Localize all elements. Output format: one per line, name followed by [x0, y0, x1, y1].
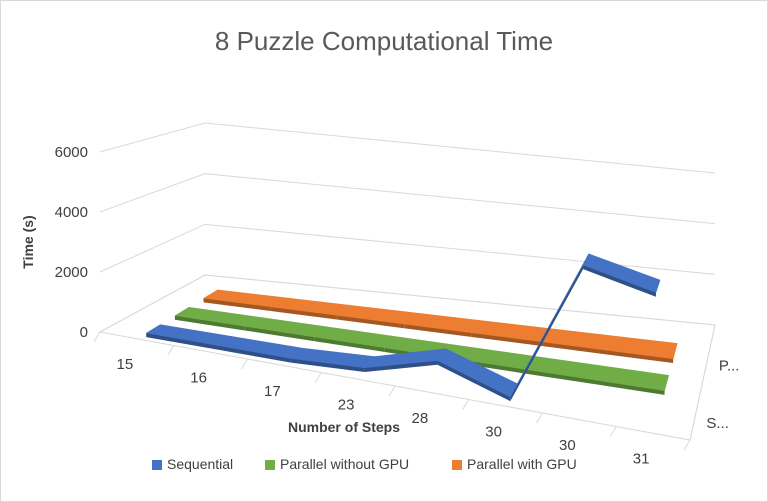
series-segment-edge	[203, 298, 271, 311]
series-sequential	[145, 253, 661, 402]
legend-item: Parallel with GPU	[452, 456, 577, 472]
series-segment-edge	[538, 341, 607, 355]
y-tick-label: 4000	[55, 204, 88, 221]
gridline	[99, 122, 716, 174]
x-tick-mark	[462, 399, 470, 410]
legend: Sequential Parallel without GPU Parallel w…	[152, 456, 577, 472]
series-segment-edge	[219, 345, 292, 363]
x-tick-label: 30	[559, 437, 576, 454]
x-tick-label: 23	[338, 396, 355, 413]
x-tick-mark	[609, 426, 617, 437]
series-segment-edge	[146, 333, 220, 350]
y-tick-label: 0	[80, 324, 88, 341]
x-tick-label: 28	[412, 410, 429, 427]
series-segment-edge	[437, 360, 511, 402]
x-tick-mark	[241, 358, 248, 370]
legend-swatch	[265, 460, 275, 470]
x-tick-label: 31	[633, 450, 650, 467]
x-tick-mark	[93, 331, 101, 343]
y-tick-label: 6000	[55, 144, 88, 161]
depth-tick-label: S...	[706, 415, 729, 432]
series-segment-edge	[510, 265, 584, 402]
y-axis-title: Time (s)	[20, 215, 36, 268]
depth-tick-label: P...	[719, 357, 740, 374]
series-segment	[605, 335, 678, 360]
series-segment-edge	[594, 380, 665, 395]
x-tick-label: 16	[190, 369, 207, 386]
gridline	[99, 223, 716, 275]
x-tick-label: 30	[485, 423, 502, 440]
series-segment-edge	[291, 358, 365, 373]
x-tick-mark	[536, 412, 543, 424]
legend-item: Parallel without GPU	[265, 456, 409, 472]
gridline	[99, 173, 716, 225]
series-segment-edge	[270, 307, 338, 320]
x-tick-label: 15	[117, 356, 134, 373]
legend-label: Parallel without GPU	[280, 456, 409, 472]
series-segment-edge	[337, 315, 405, 329]
x-tick-mark	[683, 439, 691, 451]
legend-swatch	[452, 460, 462, 470]
x-tick-mark	[314, 372, 322, 383]
series-segment-edge	[364, 360, 438, 373]
series-segment-edge	[174, 315, 245, 331]
legend-label: Sequential	[167, 456, 233, 472]
series-segment-edge	[524, 369, 595, 385]
x-tick-mark	[388, 385, 396, 397]
legend-item: Sequential	[152, 456, 233, 472]
x-axis-title: Number of Steps	[288, 419, 400, 435]
series-segment-edge	[583, 265, 656, 297]
legend-swatch	[152, 460, 162, 470]
chart-title: 8 Puzzle Computational Time	[215, 26, 553, 56]
series-segment-edge	[244, 326, 315, 342]
series-segment-edge	[404, 324, 472, 337]
series-parallel-with-gpu	[202, 289, 678, 363]
x-tick-mark	[167, 345, 175, 356]
y-tick-label: 2000	[55, 264, 88, 281]
series-segment-edge	[606, 350, 674, 363]
series-segment	[594, 365, 670, 392]
gridline	[99, 274, 716, 333]
series-segment-edge	[471, 333, 539, 346]
legend-label: Parallel with GPU	[467, 456, 577, 472]
depth-axis	[689, 324, 716, 441]
series-segment-edge	[314, 337, 385, 352]
x-tick-label: 17	[264, 383, 281, 400]
